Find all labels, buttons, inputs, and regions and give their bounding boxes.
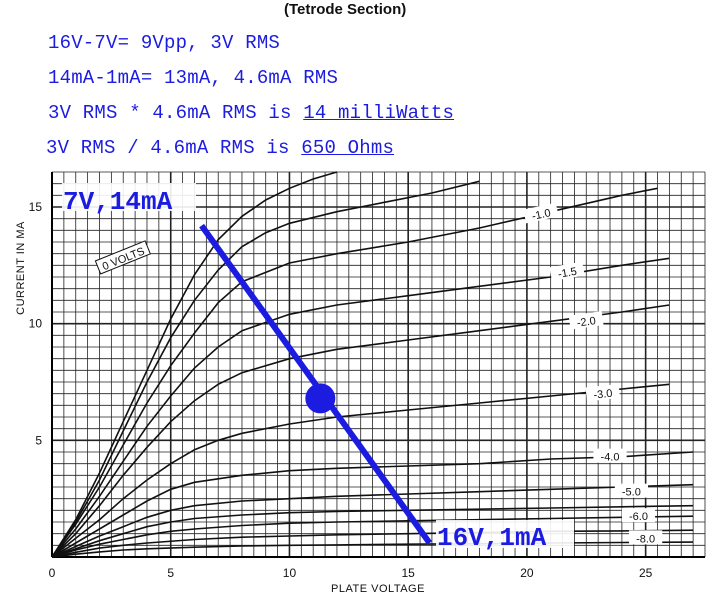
x-tick-label: 10 xyxy=(283,566,297,580)
x-tick-label: 15 xyxy=(402,566,416,580)
series-line xyxy=(51,304,670,558)
curve-label-background xyxy=(568,311,604,330)
note-power-label: 3V RMS * 4.6mA RMS is xyxy=(48,102,304,124)
curve-label: -2.0 xyxy=(568,311,604,330)
curve-label: -8.0 xyxy=(629,530,663,545)
series-line xyxy=(51,180,480,558)
x-tick-label: 0 xyxy=(49,566,56,580)
operating-point xyxy=(305,383,336,414)
note-impedance-value: 650 Ohms xyxy=(301,137,395,159)
curve-label-text: -6.0 xyxy=(629,511,648,523)
note-voltage-swing: 16V-7V= 9Vpp, 3V RMS xyxy=(48,32,281,54)
curve-label-background xyxy=(593,448,627,463)
series-line xyxy=(51,483,694,558)
y-tick-label: 10 xyxy=(29,317,43,331)
annotation-bottom-background xyxy=(436,520,574,548)
chart-title: (Tetrode Section) xyxy=(284,1,407,18)
series-line xyxy=(51,171,338,558)
x-tick-label: 20 xyxy=(520,566,534,580)
curve-label: -6.0 xyxy=(621,508,656,523)
note-current-swing: 14mA-1mA= 13mA, 4.6mA RMS xyxy=(48,67,339,89)
series-line xyxy=(51,504,694,558)
series-line xyxy=(51,257,670,558)
curve-label-text: -8.0 xyxy=(636,533,655,545)
note-impedance-label: 3V RMS / 4.6mA RMS is xyxy=(46,137,302,159)
curve-label-background xyxy=(549,261,585,282)
x-tick-label: 25 xyxy=(639,566,653,580)
annotation-bottom-label: 16V,1mA xyxy=(437,523,547,553)
annotation-top-background xyxy=(62,183,196,211)
curve-label: -1.0 xyxy=(523,202,559,224)
series-line xyxy=(51,451,694,558)
curve-label-background xyxy=(614,483,648,498)
curve-label: -4.0 xyxy=(593,448,627,464)
note-power: 3V RMS * 4.6mA RMS is 14 milliWatts xyxy=(48,102,454,124)
series-line xyxy=(51,515,694,558)
curve-label-text: -4.0 xyxy=(601,452,620,464)
curve-label-text: -2.0 xyxy=(576,315,596,330)
annotation-top-label: 7V,14mA xyxy=(63,187,173,217)
curve-label-background xyxy=(94,240,151,275)
curve-label-text: -5.0 xyxy=(622,487,641,499)
curve-label: -1.5 xyxy=(549,261,585,282)
x-axis-label: PLATE VOLTAGE xyxy=(331,583,425,595)
curve-label-text: -1.5 xyxy=(557,266,578,281)
x-tick-label: 5 xyxy=(167,566,174,580)
curve-label-text: -1.0 xyxy=(531,207,552,223)
note-impedance: 3V RMS / 4.6mA RMS is 650 Ohms xyxy=(46,137,394,159)
y-axis-label: CURRENT IN MA xyxy=(15,221,27,315)
curve-label-background xyxy=(523,202,559,224)
curve-label-background xyxy=(621,508,656,523)
series-line xyxy=(51,383,670,558)
curve-label: -3.0 xyxy=(585,383,621,402)
chart-title-bar: (Tetrode Section) xyxy=(0,0,714,22)
y-tick-label: 15 xyxy=(29,200,43,214)
curve-label-background xyxy=(585,383,621,402)
y-tick-label: 5 xyxy=(35,433,42,447)
note-power-value: 14 milliWatts xyxy=(303,102,455,124)
series-line xyxy=(51,187,658,558)
curve-label-background xyxy=(629,530,663,545)
curve-label: -5.0 xyxy=(614,483,648,499)
curve-label-text: -3.0 xyxy=(593,388,613,402)
